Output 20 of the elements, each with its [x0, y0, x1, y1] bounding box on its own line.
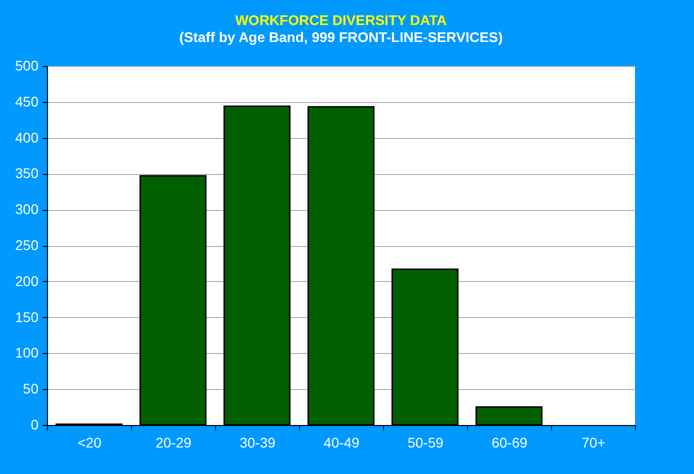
y-tick-label: 350 — [15, 165, 39, 182]
chart-title: WORKFORCE DIVERSITY DATA — [235, 12, 447, 28]
x-tick-label: 50-59 — [408, 434, 444, 450]
y-tick-label: 150 — [15, 308, 39, 325]
y-tick-label: 50 — [22, 380, 39, 397]
y-tick-label: 500 — [15, 58, 39, 74]
x-tick-label: <20 — [78, 434, 102, 450]
x-tick-label: 60-69 — [492, 434, 528, 450]
y-tick-label: 300 — [15, 201, 39, 218]
x-tick-label: 70+ — [582, 434, 606, 450]
y-tick-label: 0 — [30, 416, 39, 432]
x-tick-label: 40-49 — [324, 434, 360, 450]
y-tick-label: 250 — [15, 237, 39, 253]
y-tick-label: 100 — [15, 344, 39, 361]
y-tick-label: 400 — [15, 129, 39, 146]
y-tick-label: 450 — [15, 93, 39, 110]
chart-subtitle: (Staff by Age Band, 999 FRONT-LINE-SERVICES) — [179, 29, 503, 45]
y-tick-label: 200 — [15, 272, 39, 289]
x-tick-label: 20-29 — [156, 434, 192, 450]
x-tick-label: 30-39 — [240, 434, 276, 450]
